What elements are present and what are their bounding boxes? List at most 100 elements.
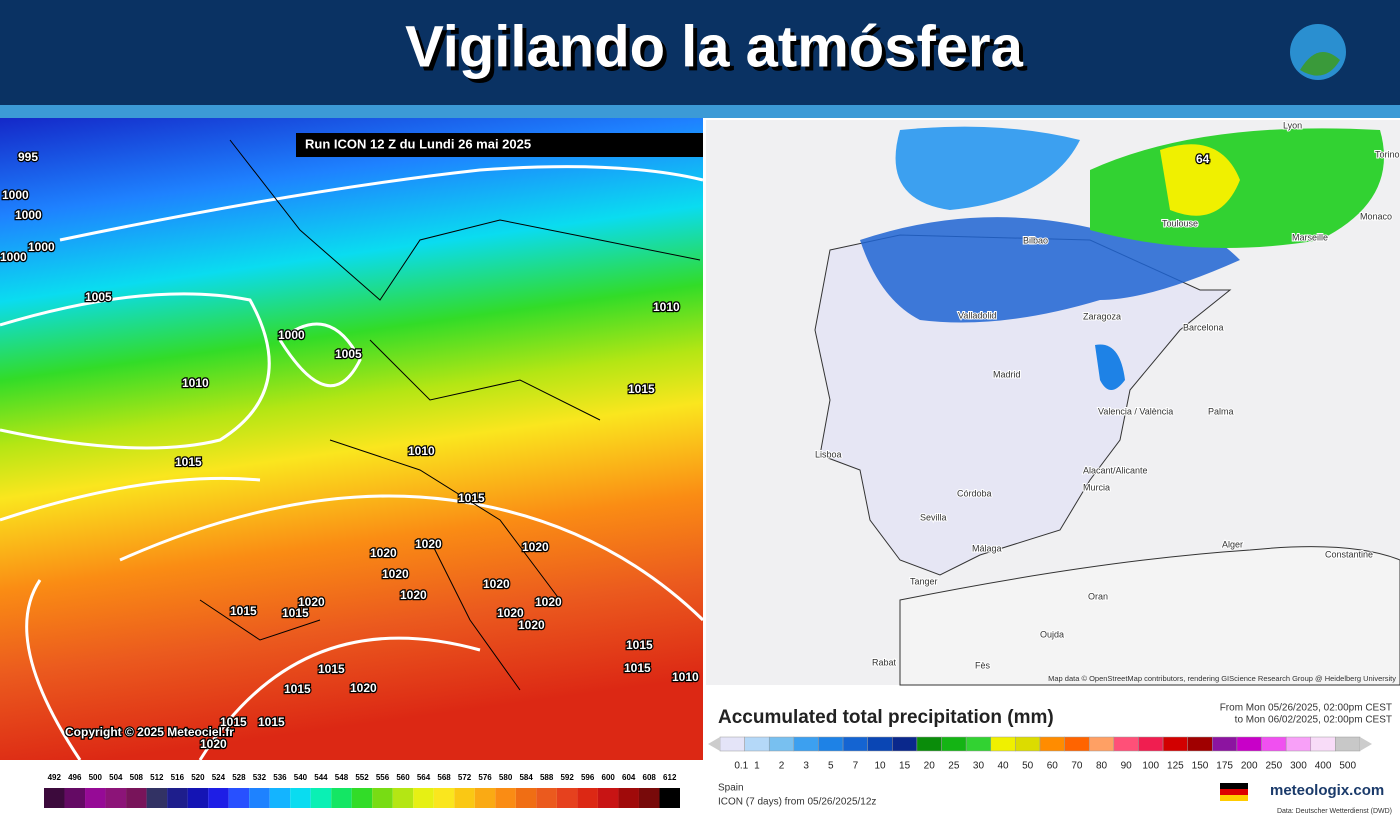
scale-swatch xyxy=(310,788,332,808)
legend-swatch xyxy=(793,736,819,752)
legend-label: 40 xyxy=(998,761,1010,772)
legend-swatch xyxy=(892,736,918,752)
scale-swatch xyxy=(187,788,209,808)
legend-label: 500 xyxy=(1339,761,1356,772)
scale-label: 568 xyxy=(437,773,451,782)
logo xyxy=(1290,24,1346,80)
isobar-label: 1010 xyxy=(653,300,680,314)
scale-swatch xyxy=(536,788,557,808)
isobar-label: 1015 xyxy=(175,455,202,469)
legend-label: 250 xyxy=(1266,761,1283,772)
scale-swatch xyxy=(433,788,455,808)
isobar-label: 1020 xyxy=(400,588,427,602)
scale-swatch xyxy=(515,788,537,808)
city-label: Tanger xyxy=(910,576,938,586)
legend-swatch xyxy=(1261,736,1287,752)
legend-swatch xyxy=(818,736,844,752)
scale-label: 588 xyxy=(540,773,554,782)
scale-label: 540 xyxy=(294,773,308,782)
iberia xyxy=(814,234,1232,576)
city-label: Valladolid xyxy=(958,310,996,320)
city-label: Palma xyxy=(1208,406,1234,416)
header-stripe xyxy=(0,105,1400,118)
scale-swatch xyxy=(392,788,414,808)
legend-swatch xyxy=(1064,736,1090,752)
scale-label: 504 xyxy=(109,773,123,782)
scale-swatch xyxy=(85,788,106,808)
scale-label: 560 xyxy=(396,773,410,782)
isobar-label: 1000 xyxy=(28,240,55,254)
isobar-label: 1020 xyxy=(483,577,510,591)
scale-swatch xyxy=(474,788,496,808)
scale-label: 556 xyxy=(376,773,390,782)
scale-swatch xyxy=(228,788,250,808)
scale-swatch xyxy=(413,788,434,808)
isobar-label: 1015 xyxy=(626,638,653,652)
scale-label: 576 xyxy=(478,773,492,782)
scale-swatch xyxy=(659,788,680,808)
isobar-label: 1020 xyxy=(522,540,549,554)
legend-swatch xyxy=(842,736,868,752)
scale-swatch xyxy=(331,788,352,808)
legend-label: 60 xyxy=(1047,761,1059,772)
legend-swatch xyxy=(1015,736,1041,752)
coastlines xyxy=(199,139,701,691)
legend-swatch xyxy=(965,736,992,752)
scale-swatch xyxy=(126,788,147,808)
legend-to: to Mon 06/02/2025, 02:00pm CEST xyxy=(1235,715,1392,726)
legend-label: 200 xyxy=(1241,761,1258,772)
isobar-label: 1015 xyxy=(220,715,247,729)
scale-label: 604 xyxy=(622,773,636,782)
isobar-label: 1015 xyxy=(318,662,345,676)
legend-label: 300 xyxy=(1290,761,1307,772)
city-label: Córdoba xyxy=(957,488,992,498)
attribution: Map data © OpenStreetMap contributors, r… xyxy=(1048,674,1396,683)
isobar-label: 1000 xyxy=(15,208,42,222)
legend-swatch xyxy=(941,736,967,752)
legend-label: 3 xyxy=(803,761,809,772)
legend-swatch xyxy=(1236,736,1262,752)
scale-swatch xyxy=(44,788,65,808)
isobar-label: 1010 xyxy=(182,376,209,390)
legend-label: 0.1 xyxy=(734,761,748,772)
city-label: Valencia / València xyxy=(1098,406,1173,416)
region: Spain xyxy=(718,783,744,794)
scale-swatch xyxy=(167,788,188,808)
scale-label: 532 xyxy=(253,773,267,782)
legend-title: Accumulated total precipitation (mm) xyxy=(718,707,1054,728)
scale-swatch xyxy=(105,788,127,808)
isobar-label: 1005 xyxy=(335,347,362,361)
precip-north xyxy=(860,217,1240,323)
precip-peak xyxy=(1160,144,1240,216)
scale-swatch xyxy=(249,788,270,808)
legend-swatch xyxy=(1088,736,1115,752)
legend-swatch xyxy=(1162,736,1188,752)
scale-label: 580 xyxy=(499,773,513,782)
isobar-label: 1020 xyxy=(370,546,397,560)
legend-swatch xyxy=(1039,736,1065,752)
legend-label: 30 xyxy=(973,761,985,772)
isobar-label: 1020 xyxy=(350,681,377,695)
isobar-label: 1015 xyxy=(624,661,651,675)
legend-label: 90 xyxy=(1121,761,1133,772)
isobar-label: 1020 xyxy=(535,595,562,609)
city-label: Constantine xyxy=(1325,549,1373,559)
legend-swatch xyxy=(719,736,745,752)
scale-label: 592 xyxy=(560,773,574,782)
isobar-label: 1000 xyxy=(2,188,29,202)
isobar-label: 995 xyxy=(18,150,38,164)
legend-label: 20 xyxy=(924,761,936,772)
isobar-label: 1020 xyxy=(298,595,325,609)
city-label: Lyon xyxy=(1283,120,1302,130)
scale-label: 500 xyxy=(89,773,103,782)
legend-label: 125 xyxy=(1167,761,1184,772)
legend-label: 175 xyxy=(1216,761,1233,772)
legend-label: 7 xyxy=(853,761,859,772)
scale-swatch xyxy=(618,788,639,808)
isobar-label: 1000 xyxy=(278,328,305,342)
legend-swatch xyxy=(1113,736,1139,752)
scale-label: 552 xyxy=(355,773,369,782)
scale-swatch xyxy=(454,788,475,808)
scale-swatch xyxy=(372,788,393,808)
scale-label: 512 xyxy=(150,773,164,782)
